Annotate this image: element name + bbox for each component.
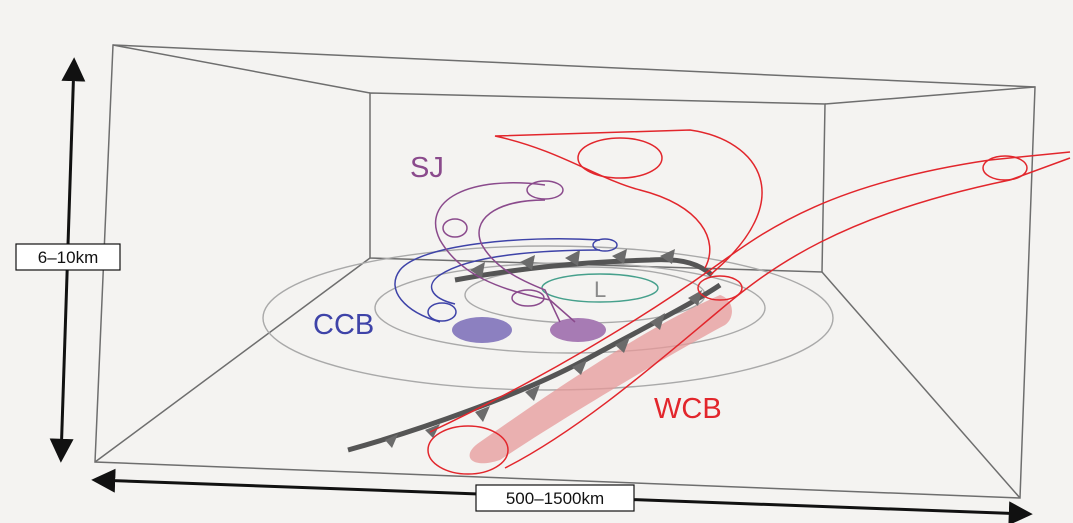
box-front-face: [94, 44, 1036, 499]
ccb-tube-upper: [430, 249, 601, 305]
sj-floor-shading: [550, 318, 606, 342]
surface-fronts: [347, 249, 722, 453]
ccb-tube-lower: [394, 238, 601, 323]
box-edge-top-right: [824, 86, 1036, 105]
wcb-hook-ring: [577, 137, 663, 179]
sj-label: SJ: [410, 152, 444, 184]
ccb-tube-start: [427, 302, 457, 322]
front-triangle: [470, 262, 485, 278]
width-label-box: [475, 484, 635, 512]
front-triangle: [525, 385, 540, 401]
low-label: L: [594, 277, 606, 302]
width-label: 500–1500km: [506, 489, 604, 508]
height-label-box: [15, 243, 121, 271]
height-label: 6–10km: [38, 248, 98, 267]
cold-front-line: [347, 282, 722, 453]
wcb-tube-ring: [697, 275, 743, 301]
front-triangle: [385, 434, 398, 448]
perspective-box: [94, 44, 1036, 499]
front-triangle: [612, 249, 627, 264]
front-triangles: [385, 249, 702, 448]
front-triangle: [565, 250, 580, 266]
wcb-floor-shading: [469, 295, 732, 464]
front-triangle: [650, 313, 665, 330]
ccb-label: CCB: [313, 309, 374, 341]
wcb-hook-branch: [494, 129, 763, 276]
wcb-label: WCB: [654, 393, 722, 425]
front-triangle: [475, 406, 490, 422]
ccb-tube-end: [592, 238, 618, 252]
sj-tube-inner: [478, 199, 561, 323]
sj-tube-outer: [434, 182, 576, 323]
wcb-tube-upper-edge: [429, 151, 1071, 433]
front-triangle: [572, 360, 587, 375]
box-edge-bottom-right: [821, 271, 1021, 499]
sj-tube-ring: [511, 289, 545, 307]
isobar-outer: [262, 245, 834, 391]
ccb-floor-shading: [452, 317, 512, 343]
sj-flow: [434, 180, 576, 323]
wcb-tube-lower-edge: [504, 157, 1071, 469]
front-triangle: [688, 290, 702, 306]
box-edge-top-left: [112, 44, 371, 94]
wcb-flow: [427, 129, 1071, 475]
front-triangle: [615, 337, 630, 353]
ccb-flow: [394, 238, 618, 323]
box-edge-bottom-left: [94, 257, 371, 463]
sj-tube-start: [526, 180, 564, 200]
sj-tube-ring: [442, 218, 468, 238]
front-triangle: [520, 255, 535, 270]
front-triangle: [660, 249, 675, 264]
wcb-tube-end: [982, 155, 1028, 181]
